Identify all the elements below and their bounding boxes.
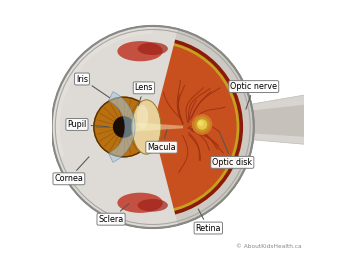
Text: © AboutKidsHealth.ca: © AboutKidsHealth.ca	[236, 244, 302, 249]
Text: Macula: Macula	[147, 130, 176, 152]
Text: Lens: Lens	[135, 83, 153, 105]
Circle shape	[65, 39, 241, 215]
Polygon shape	[52, 26, 153, 158]
Circle shape	[198, 120, 206, 129]
Ellipse shape	[137, 42, 168, 55]
Ellipse shape	[117, 41, 163, 61]
Polygon shape	[109, 92, 135, 162]
Text: Optic disk: Optic disk	[212, 132, 252, 167]
Ellipse shape	[117, 193, 163, 213]
Text: Cornea: Cornea	[54, 157, 89, 183]
Circle shape	[192, 115, 211, 134]
Polygon shape	[52, 26, 178, 228]
Polygon shape	[52, 113, 102, 141]
Text: Iris: Iris	[76, 74, 110, 98]
Circle shape	[195, 117, 209, 132]
Circle shape	[52, 26, 254, 228]
Ellipse shape	[137, 199, 168, 212]
Polygon shape	[134, 122, 183, 132]
Text: Sclera: Sclera	[98, 203, 129, 224]
Polygon shape	[251, 94, 309, 145]
Circle shape	[114, 117, 134, 137]
Text: Pupil: Pupil	[67, 120, 109, 129]
Ellipse shape	[132, 100, 161, 154]
Polygon shape	[251, 104, 309, 137]
Text: Optic nerve: Optic nerve	[230, 82, 277, 109]
Circle shape	[94, 97, 153, 157]
Circle shape	[199, 121, 203, 125]
Ellipse shape	[137, 105, 148, 129]
Text: Retina: Retina	[195, 209, 221, 233]
